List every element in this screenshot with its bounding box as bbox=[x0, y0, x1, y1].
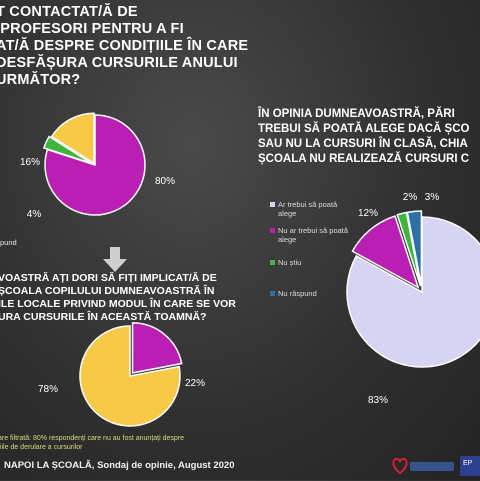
question-3-line: ÎN OPINIA DUMNEAVOASTRĂ, PĂRI bbox=[258, 108, 455, 120]
heart-logo-icon: EP bbox=[392, 456, 480, 476]
legend-label: Ar trebui să poată alege bbox=[278, 200, 338, 218]
question-1-line: T CONTACTAT/Ă DE bbox=[0, 4, 138, 20]
legend-swatch bbox=[270, 260, 275, 265]
pie-slice bbox=[396, 211, 422, 287]
pie-slice-label: 78% bbox=[38, 384, 58, 395]
sample-note-line: are filtrată: 80% respondenți care nu au… bbox=[0, 435, 185, 442]
question-2-title: VOASTRĂ AȚI DORI SĂ FIȚI IMPLICAT/Ă DE Ș… bbox=[0, 272, 236, 324]
question-2-line: ȘCOALA COPILULUI DUMNEAVOASTRĂ ÎN bbox=[0, 285, 215, 297]
question-1-line: DESFĂȘURA CURSURILE ANULUI bbox=[0, 55, 238, 71]
question-3-title: ÎN OPINIA DUMNEAVOASTRĂ, PĂRI TREBUI SĂ … bbox=[258, 107, 469, 167]
pie-slice bbox=[131, 322, 183, 374]
pie-slice-label: 83% bbox=[368, 395, 388, 406]
question-3-line: SAU NU LA CURSURI ÎN CLASĂ, CHIA bbox=[258, 138, 468, 150]
pie-slice bbox=[44, 114, 146, 216]
sample-note: are filtrată: 80% respondenți care nu au… bbox=[0, 434, 184, 452]
pie-slice bbox=[79, 325, 181, 427]
question-1-line: /PROFESORI PENTRU A FI bbox=[0, 21, 184, 37]
question-2-line: VOASTRĂ AȚI DORI SĂ FIȚI IMPLICAT/Ă DE bbox=[0, 272, 217, 284]
legend-swatch bbox=[270, 291, 275, 296]
question-2-line: URA CURSURILE ÎN ACEASTĂ TOAMNĂ? bbox=[0, 311, 207, 323]
pie-slice bbox=[351, 215, 420, 289]
logo: EP bbox=[390, 454, 480, 476]
footer-source: NAPOI LA ȘCOALĂ, Sondaj de opinie, Augus… bbox=[4, 460, 235, 471]
pie-slice bbox=[346, 216, 480, 368]
legend-label: Nu ar trebui să poată alege bbox=[278, 226, 349, 244]
pie-chart-1: 80% 4% 16% bbox=[20, 112, 175, 220]
pie-slice-label: 4% bbox=[27, 209, 42, 220]
pie-slice-label: 22% bbox=[185, 378, 205, 389]
down-arrow-icon bbox=[103, 247, 127, 272]
pie-slice-label: 3% bbox=[425, 192, 440, 203]
question-1-line: AT/Ă DESPRE CONDIȚIILE ÎN CARE bbox=[0, 38, 249, 54]
pie-chart-2: 22% 78% bbox=[38, 322, 205, 427]
question-1-line: URMĂTOR? bbox=[0, 72, 81, 88]
legend-swatch bbox=[270, 202, 275, 207]
question-1-title: T CONTACTAT/Ă DE /PROFESORI PENTRU A FI … bbox=[0, 4, 248, 89]
legend-label: Nu răspund bbox=[278, 289, 317, 298]
pie-slice bbox=[406, 210, 423, 287]
pie-slice bbox=[42, 135, 92, 165]
sample-note-line: țiile de derulare a cursurilor bbox=[0, 444, 83, 451]
legend-swatch bbox=[270, 228, 275, 233]
partial-legend-label: pund bbox=[0, 238, 17, 247]
pie-slice-label: 80% bbox=[155, 176, 175, 187]
pie-slice-label: 16% bbox=[20, 157, 40, 168]
question-3-line: ȘCOALA NU REALIZEAZĂ CURSURI C bbox=[258, 153, 470, 165]
legend-label: Nu știu bbox=[278, 258, 302, 267]
pie-slice-label: 12% bbox=[358, 208, 378, 219]
pie-slice-label: 2% bbox=[403, 192, 418, 203]
pie-chart-3: 83% 12% 2% 3% bbox=[346, 192, 480, 406]
pie-slice bbox=[50, 112, 95, 165]
question-3-line: TREBUI SĂ POATĂ ALEGE DACĂ ȘCO bbox=[258, 123, 470, 135]
question-2-line: ILE LOCALE PRIVIND MODUL ÎN CARE SE VOR bbox=[0, 298, 236, 310]
logo-text: EP bbox=[463, 460, 473, 467]
